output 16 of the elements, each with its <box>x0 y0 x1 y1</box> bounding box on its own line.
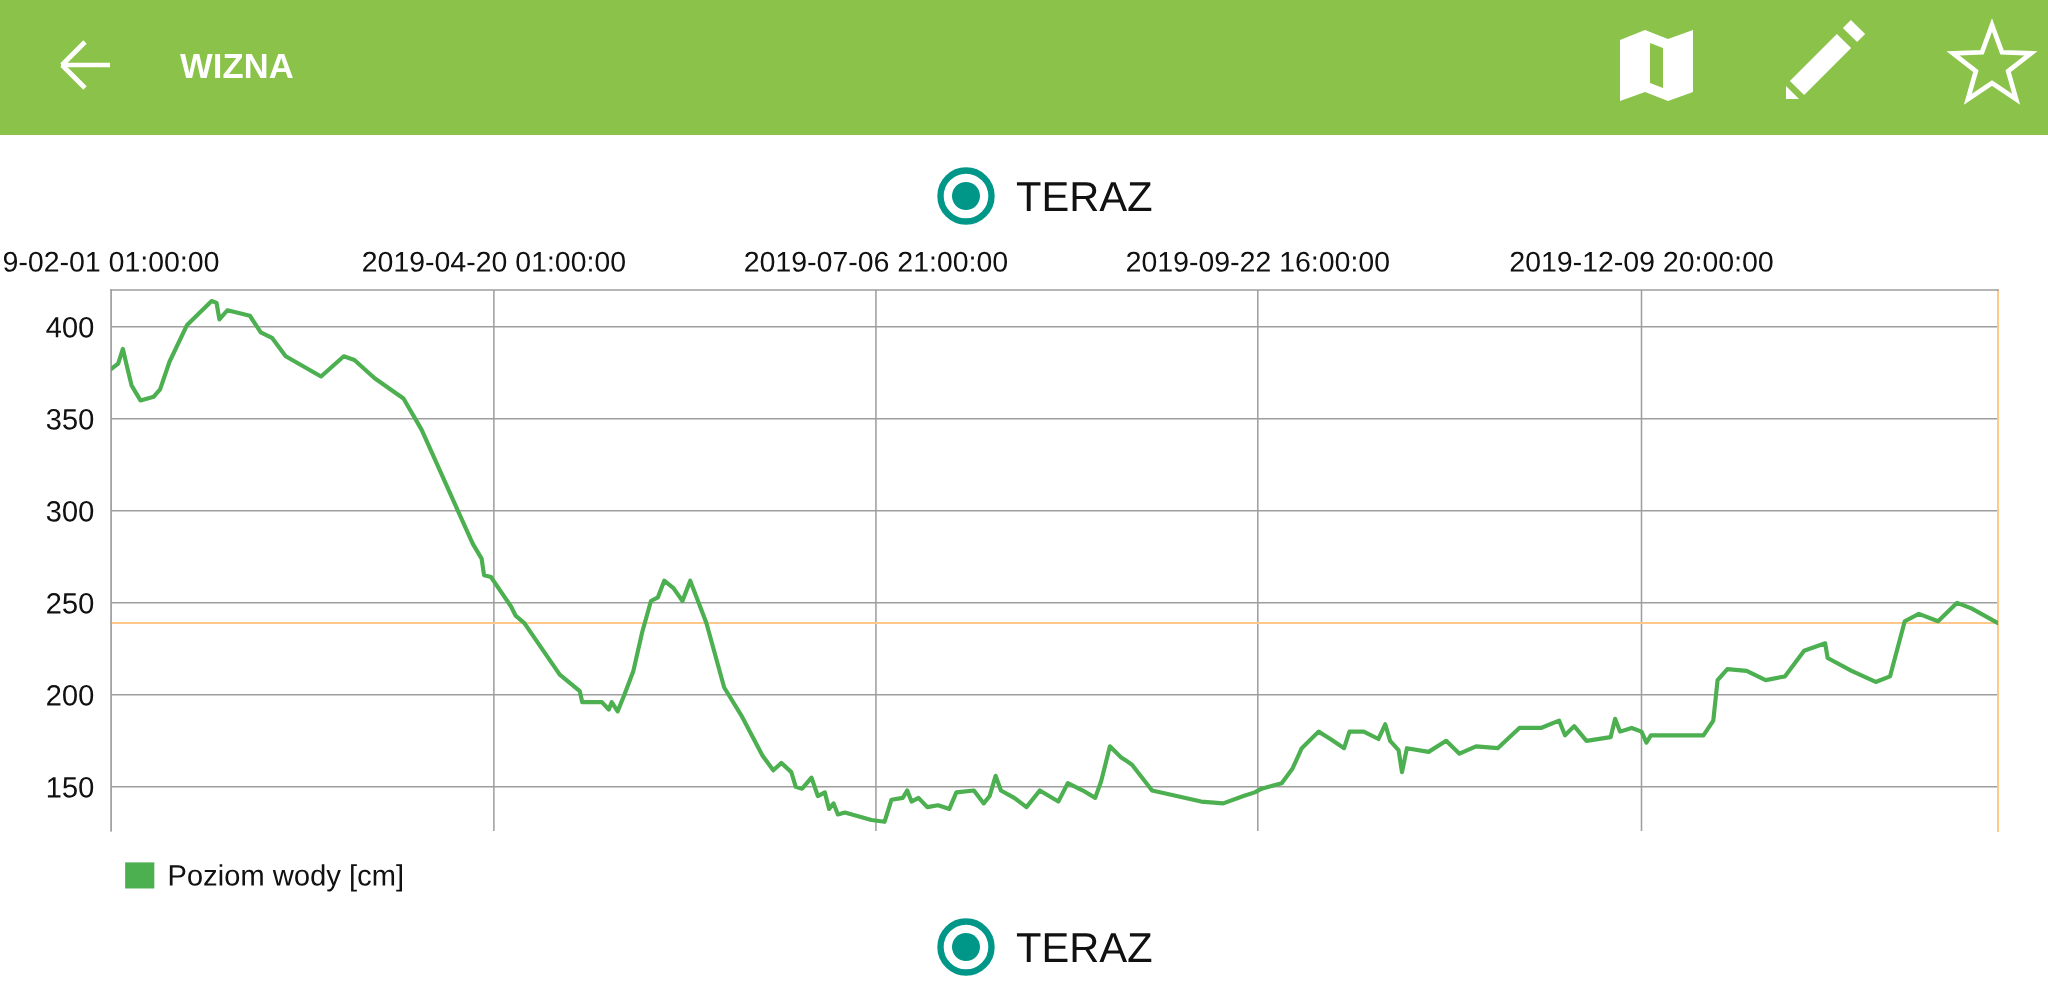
x-tick-label: 2019-12-09 20:00:00 <box>1510 251 1773 272</box>
y-tick-label: 400 <box>46 317 94 338</box>
y-tick-label: 150 <box>47 777 94 798</box>
y-tick-label: 300 <box>46 501 94 522</box>
x-tick-label: 9-02-01 01:00:00 <box>3 251 219 272</box>
x-tick-label: 2019-07-06 21:00:00 <box>745 251 1008 272</box>
y-tick-label: 200 <box>47 685 94 706</box>
y-tick-label: 250 <box>47 593 94 614</box>
x-tick-label: 2019-09-22 16:00:00 <box>1127 251 1389 272</box>
y-tick-label: 350 <box>46 409 94 430</box>
line-series <box>111 298 1998 824</box>
text: TERAZ <box>1016 933 1152 962</box>
legend-label: Poziom wody [cm] <box>169 864 402 892</box>
x-tick-label: 2019-04-20 01:00:00 <box>363 251 625 272</box>
chart-title: WIZNA <box>180 54 293 78</box>
text: TERAZ <box>1016 182 1152 211</box>
